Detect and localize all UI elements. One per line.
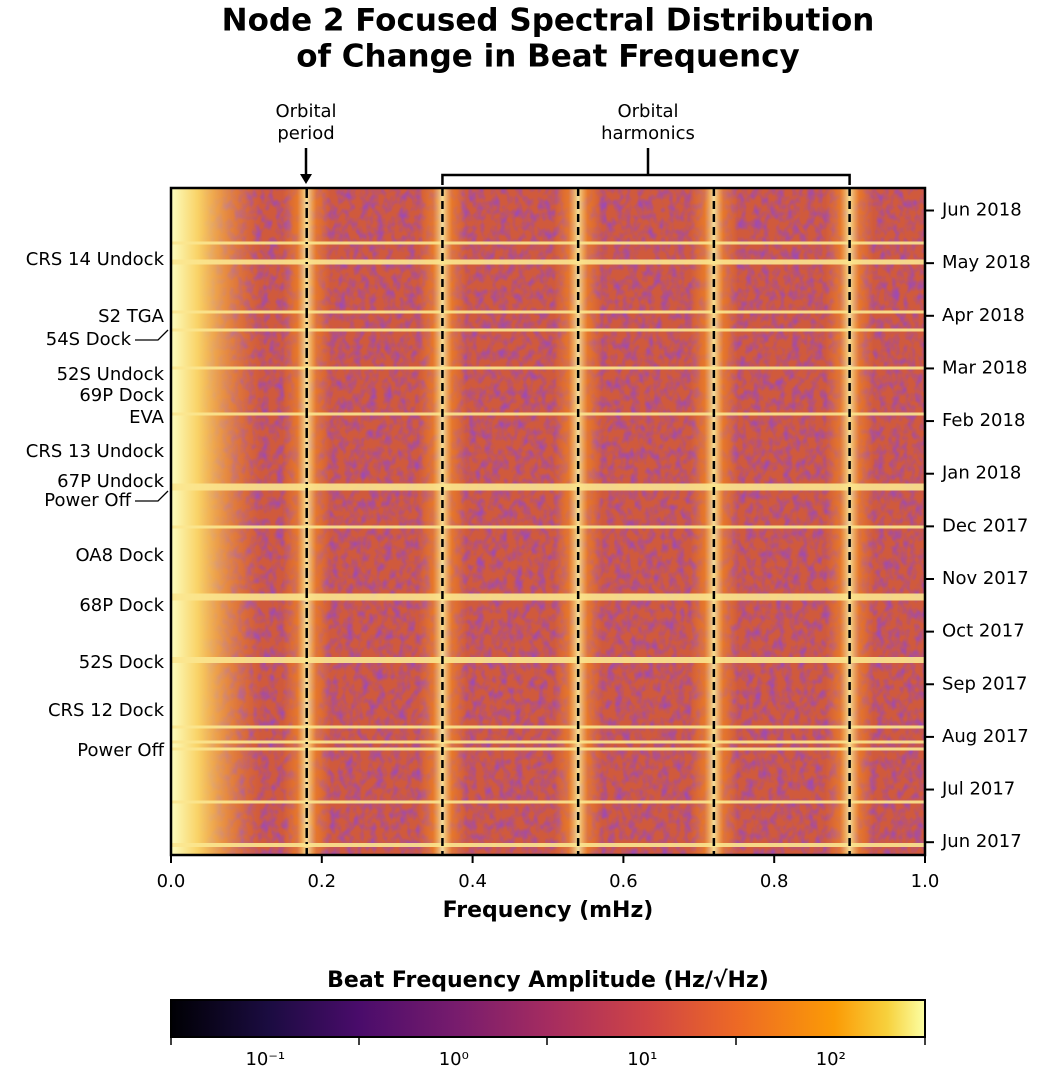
y-tick-label: Sep 2017 bbox=[942, 673, 1027, 694]
bright-row bbox=[171, 412, 925, 416]
bright-row bbox=[171, 747, 925, 751]
x-tick-label: 0.4 bbox=[458, 871, 487, 892]
y-tick-label: Jul 2017 bbox=[941, 779, 1015, 800]
y-tick-label: Jun 2017 bbox=[941, 831, 1022, 852]
annotation: period bbox=[277, 123, 334, 144]
event-label: Power Off bbox=[77, 740, 164, 761]
colorbar-tick-label: 10¹ bbox=[627, 1049, 657, 1070]
bright-row bbox=[171, 259, 925, 265]
x-tick-label: 0.8 bbox=[760, 871, 789, 892]
chart-title: of Change in Beat Frequency bbox=[296, 39, 800, 75]
event-label: CRS 13 Undock bbox=[26, 441, 165, 462]
bright-row bbox=[171, 483, 925, 491]
event-label: CRS 14 Undock bbox=[26, 249, 165, 270]
x-tick-label: 0.2 bbox=[307, 871, 336, 892]
bright-row bbox=[171, 525, 925, 529]
bright-row bbox=[171, 657, 925, 663]
event-label: 67P Undock bbox=[57, 471, 164, 492]
event-label: OA8 Dock bbox=[75, 545, 164, 566]
colorbar-label: Beat Frequency Amplitude (Hz/√Hz) bbox=[327, 968, 769, 993]
bright-row bbox=[171, 740, 925, 744]
bright-row bbox=[171, 328, 925, 332]
annotation: Orbital bbox=[275, 101, 336, 122]
heatmap bbox=[171, 188, 925, 855]
bright-row bbox=[171, 310, 925, 314]
bright-row bbox=[171, 366, 925, 370]
x-tick-label: 1.0 bbox=[911, 871, 940, 892]
event-label: EVA bbox=[129, 407, 165, 428]
x-axis-label: Frequency (mHz) bbox=[443, 898, 654, 923]
y-tick-label: Mar 2018 bbox=[942, 357, 1028, 378]
arrow-head bbox=[300, 174, 312, 184]
bright-row bbox=[171, 725, 925, 729]
event-label: 68P Dock bbox=[79, 595, 164, 616]
event-label: 52S Dock bbox=[79, 652, 165, 673]
colorbar bbox=[170, 999, 926, 1038]
event-label: Power Off bbox=[44, 490, 131, 511]
colorbar-tick-label: 10² bbox=[816, 1049, 846, 1070]
annotation: Orbital bbox=[617, 101, 678, 122]
event-label: 54S Dock bbox=[46, 329, 132, 350]
x-tick-label: 0.0 bbox=[157, 871, 186, 892]
y-tick-label: May 2018 bbox=[942, 252, 1031, 273]
y-tick-label: Nov 2017 bbox=[942, 568, 1029, 589]
annotation: harmonics bbox=[601, 123, 695, 144]
event-label: 52S Undock bbox=[57, 364, 165, 385]
y-tick-label: Aug 2017 bbox=[942, 726, 1029, 747]
low-freq-band bbox=[171, 188, 261, 855]
bright-row bbox=[171, 241, 925, 245]
event-label: 69P Dock bbox=[79, 385, 164, 406]
bright-row bbox=[171, 843, 925, 847]
colorbar-tick-label: 10⁻¹ bbox=[245, 1049, 285, 1070]
event-label: S2 TGA bbox=[98, 306, 165, 327]
event-leader bbox=[135, 490, 169, 502]
y-tick-label: Oct 2017 bbox=[942, 621, 1025, 642]
event-label: CRS 12 Dock bbox=[48, 700, 165, 721]
y-tick-label: Dec 2017 bbox=[942, 515, 1028, 536]
bracket bbox=[441, 148, 851, 185]
bright-row bbox=[171, 593, 925, 601]
y-tick-label: Apr 2018 bbox=[942, 305, 1025, 326]
y-tick-label: Jun 2018 bbox=[941, 200, 1022, 221]
y-tick-label: Jan 2018 bbox=[941, 463, 1021, 484]
x-tick-label: 0.6 bbox=[609, 871, 638, 892]
chart-title: Node 2 Focused Spectral Distribution bbox=[222, 3, 875, 39]
colorbar-tick-label: 10⁰ bbox=[439, 1049, 469, 1070]
plot-frame bbox=[169, 186, 927, 857]
y-tick-label: Feb 2018 bbox=[942, 410, 1025, 431]
event-leader bbox=[135, 329, 169, 341]
bright-row bbox=[171, 800, 925, 804]
